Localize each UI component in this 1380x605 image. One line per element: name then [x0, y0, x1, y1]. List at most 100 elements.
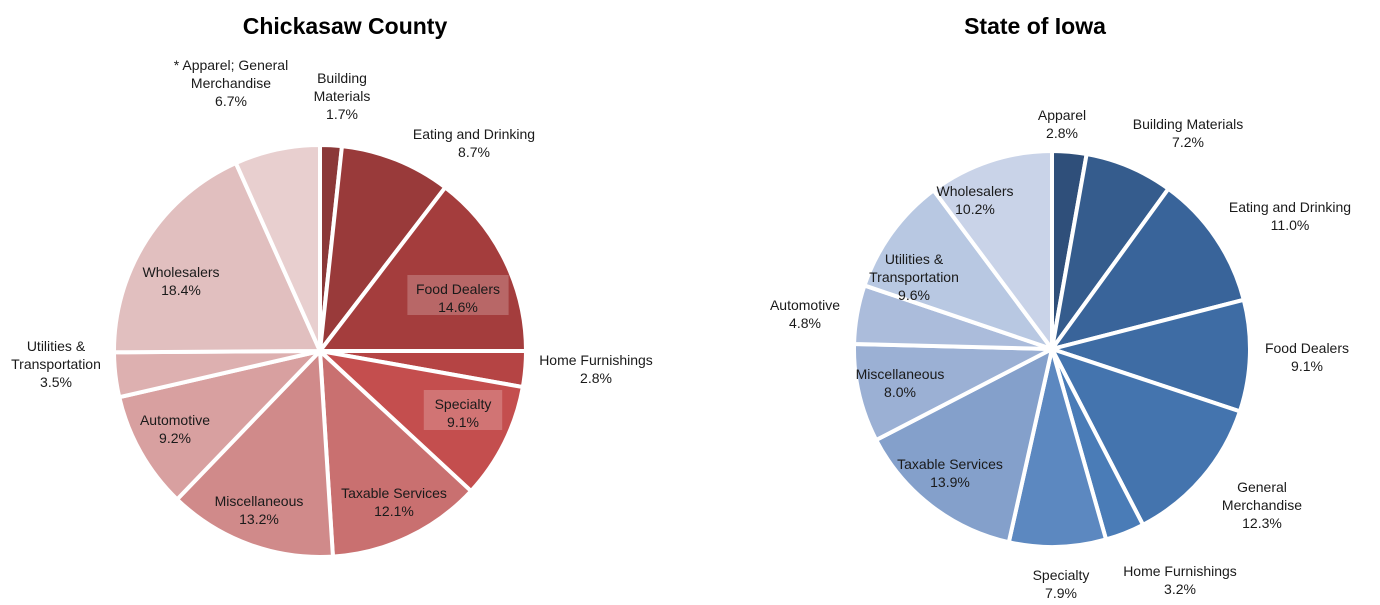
value-label: 14.6%: [438, 299, 478, 315]
value-label: 7.2%: [1172, 134, 1204, 150]
value-label: 9.6%: [898, 287, 930, 303]
label-box-specialty: [423, 390, 503, 430]
pie-slice-taxable-services: [874, 347, 1054, 545]
value-label: 1.7%: [326, 106, 358, 122]
label-apparel: Apparel 2.8%: [1038, 107, 1086, 141]
category-label: Eating and Drinking: [1229, 199, 1351, 215]
pie-slice-eating-and-drinking: [318, 144, 448, 353]
label-home-furnishings: Home Furnishings 3.2%: [1123, 563, 1237, 597]
category-label: Transportation: [11, 356, 101, 372]
value-label: 6.7%: [215, 93, 247, 109]
pie-slice-miscellaneous: [175, 349, 335, 559]
category-label: Taxable Services: [897, 456, 1003, 472]
category-label: Specialty: [1033, 567, 1090, 583]
label-specialty: Specialty 7.9%: [1033, 567, 1090, 601]
label-box-food-dealers: [407, 275, 509, 315]
value-label: 18.4%: [161, 282, 201, 298]
value-label: 9.1%: [447, 414, 479, 430]
category-label: Food Dealers: [1265, 340, 1349, 356]
pie-labels: Building Materials 1.7% Eating and Drinking…: [11, 57, 653, 527]
pie-slice-taxable-services: [318, 349, 474, 559]
category-label: Utilities &: [27, 338, 86, 354]
category-label: Materials: [314, 88, 371, 104]
pie-slice-wholesalers: [111, 160, 322, 355]
pie-slices: [852, 149, 1252, 549]
category-label: Utilities &: [885, 251, 944, 267]
label-automotive: Automotive 4.8%: [770, 297, 840, 331]
category-label: Eating and Drinking: [413, 126, 535, 142]
label-miscellaneous: Miscellaneous 8.0%: [856, 366, 945, 400]
value-label: 13.9%: [930, 474, 970, 490]
value-label: 13.2%: [239, 511, 279, 527]
pie-slice-specialty: [318, 349, 525, 494]
label-specialty: Specialty 9.1%: [435, 396, 492, 430]
value-label: 4.8%: [789, 315, 821, 331]
label-building-materials: Building Materials 7.2%: [1133, 116, 1244, 150]
iowa-pie-chart: State of Iowa Apparel 2.8% Building Materi…: [690, 0, 1380, 605]
label-apparel-general-merchandise: * Apparel; General Merchandise 6.7%: [174, 57, 288, 109]
category-label: Building: [317, 70, 367, 86]
pie-slices: [111, 142, 528, 559]
pie-slice-food-dealers: [318, 185, 528, 353]
label-miscellaneous: Miscellaneous 13.2%: [215, 493, 304, 527]
category-label: Miscellaneous: [215, 493, 304, 509]
value-label: 11.0%: [1271, 217, 1310, 233]
category-label: * Apparel; General: [174, 57, 288, 73]
pie-slice-automotive: [117, 349, 322, 502]
category-label: Merchandise: [191, 75, 271, 91]
label-automotive: Automotive 9.2%: [140, 412, 210, 446]
chickasaw-pie-svg: Building Materials 1.7% Eating and Drinking…: [11, 57, 653, 559]
value-label: 12.3%: [1242, 515, 1282, 531]
category-label: Merchandise: [1222, 497, 1302, 513]
category-label: Miscellaneous: [856, 366, 945, 382]
label-home-furnishings: Home Furnishings 2.8%: [539, 352, 653, 386]
value-label: 8.7%: [458, 144, 490, 160]
category-label: Specialty: [435, 396, 492, 412]
value-label: 3.5%: [40, 374, 72, 390]
label-general-merchandise: General Merchandise 12.3%: [1222, 479, 1302, 531]
category-label: General: [1237, 479, 1287, 495]
chickasaw-county-pie-chart: Chickasaw County Building Materials 1.7% Ea…: [11, 13, 653, 559]
value-label: 3.2%: [1164, 581, 1196, 597]
category-label: Apparel: [1038, 107, 1086, 123]
label-wholesalers: Wholesalers 18.4%: [142, 264, 219, 298]
value-label: 2.8%: [580, 370, 612, 386]
category-label: Home Furnishings: [539, 352, 653, 368]
label-utilities-transportation: Utilities & Transportation 3.5%: [11, 338, 101, 390]
pie-slice-food-dealers: [1050, 297, 1252, 414]
pie-slice-general-merchandise: [1050, 347, 1242, 527]
label-eating-and-drinking: Eating and Drinking 11.0%: [1229, 199, 1351, 233]
category-label: Food Dealers: [416, 281, 500, 297]
label-wholesalers: Wholesalers 10.2%: [936, 183, 1013, 217]
value-label: 12.1%: [374, 503, 414, 519]
pie-slice-utilities-transportation: [862, 188, 1054, 351]
value-label: 10.2%: [955, 201, 995, 217]
category-label: Automotive: [770, 297, 840, 313]
category-label: Automotive: [140, 412, 210, 428]
category-label: Building Materials: [1133, 116, 1244, 132]
value-label: 7.9%: [1045, 585, 1077, 601]
category-label: Wholesalers: [936, 183, 1013, 199]
pie-slice-apparel-general-merchandise: [233, 143, 322, 353]
label-eating-and-drinking: Eating and Drinking 8.7%: [413, 126, 535, 160]
category-label: Home Furnishings: [1123, 563, 1237, 579]
value-label: 8.0%: [884, 384, 916, 400]
pie-labels: Apparel 2.8% Building Materials 7.2% Eating …: [770, 107, 1351, 601]
label-food-dealers: Food Dealers 14.6%: [416, 281, 500, 315]
label-food-dealers: Food Dealers 9.1%: [1265, 340, 1349, 374]
iowa-pie-svg: Apparel 2.8% Building Materials 7.2% Eating …: [770, 107, 1351, 601]
category-label: Transportation: [869, 269, 959, 285]
pie-slice-eating-and-drinking: [1050, 186, 1246, 351]
chart-title-chickasaw: Chickasaw County: [242, 13, 448, 39]
category-label: Taxable Services: [341, 485, 447, 501]
pie-slice-wholesalers: [931, 149, 1054, 351]
value-label: 2.8%: [1046, 125, 1078, 141]
category-label: Wholesalers: [142, 264, 219, 280]
label-taxable-services: Taxable Services 13.9%: [897, 456, 1003, 490]
chart-title-iowa: State of Iowa: [964, 13, 1106, 39]
value-label: 9.1%: [1291, 358, 1323, 374]
label-utilities-transportation: Utilities & Transportation 9.6%: [869, 251, 959, 303]
label-building-materials: Building Materials 1.7%: [314, 70, 371, 122]
label-taxable-services: Taxable Services 12.1%: [341, 485, 447, 519]
value-label: 9.2%: [159, 430, 191, 446]
